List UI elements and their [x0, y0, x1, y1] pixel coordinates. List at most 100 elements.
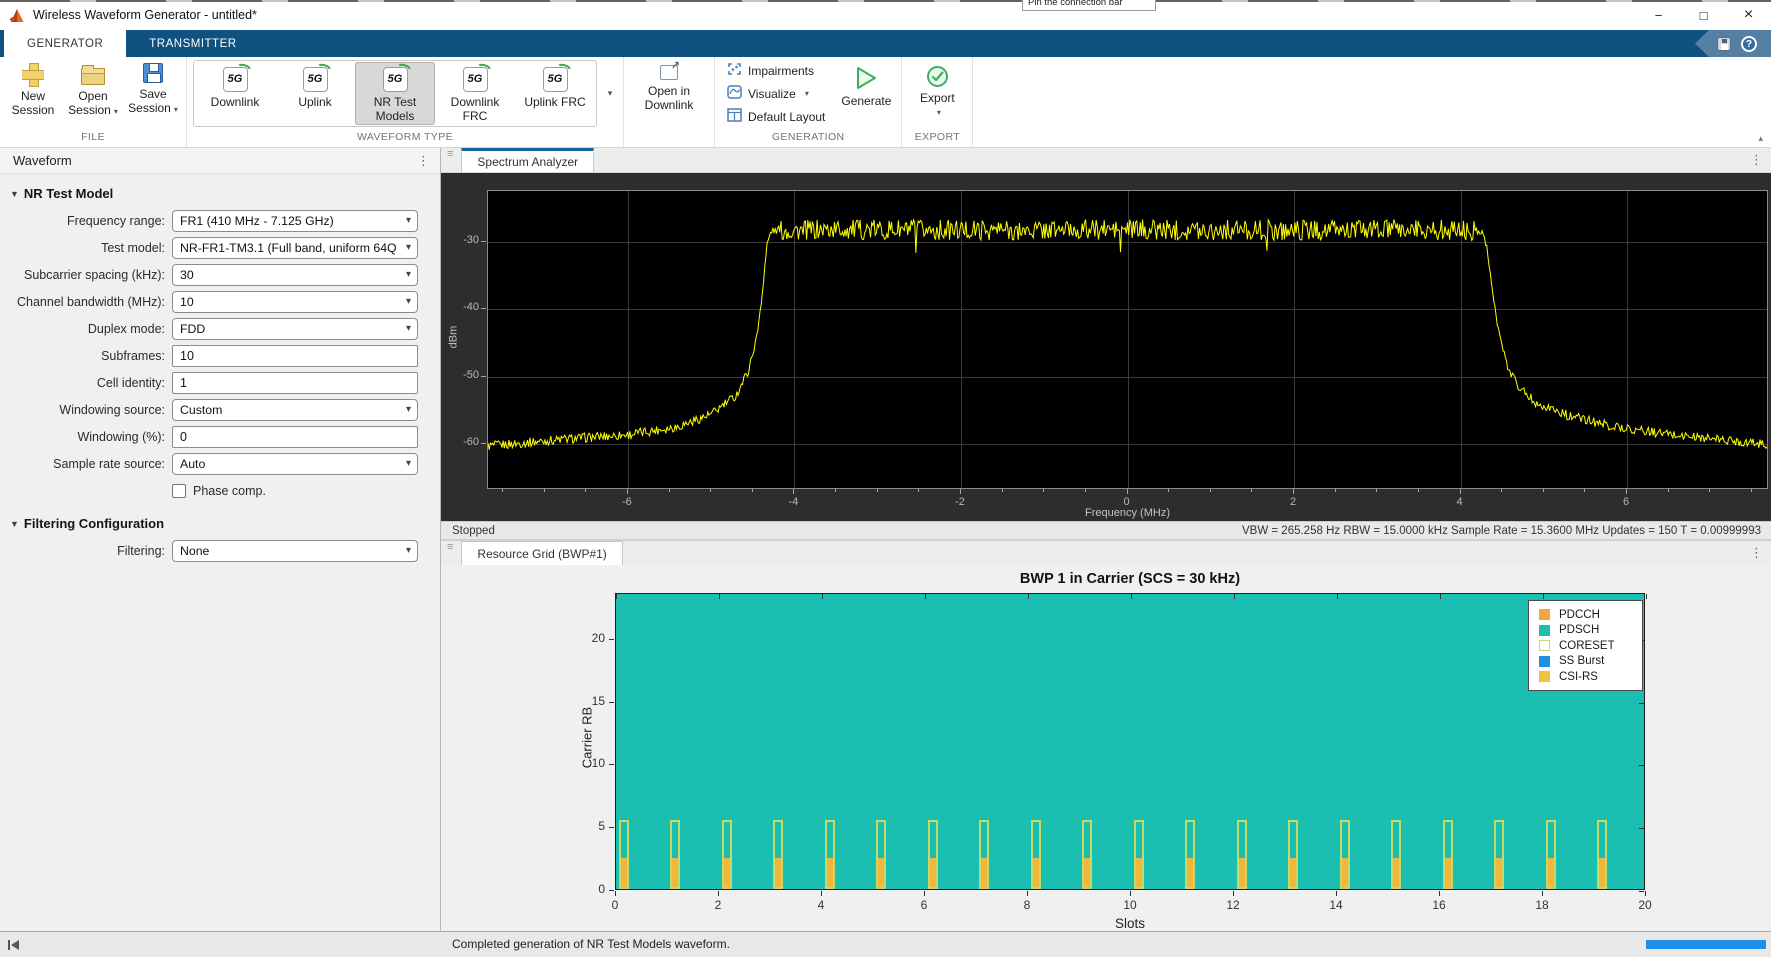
resource-grid-plot [615, 593, 1645, 890]
fiveg-icon: 5G [543, 67, 568, 92]
button-label: OpenSession▾ [68, 89, 118, 119]
section-header-filtering-configuration[interactable]: ▼Filtering Configuration [0, 504, 440, 537]
form-row: Phase comp. [0, 477, 440, 504]
default-layout-button[interactable]: Default Layout [720, 106, 832, 127]
frequency-range-dropdown[interactable]: FR1 (410 MHz - 7.125 GHz)▾ [172, 210, 418, 232]
nr-test-models-button[interactable]: 5GNR TestModels [355, 62, 435, 125]
x-tick-label: 10 [1115, 898, 1145, 912]
export-button[interactable]: Export ▾ [905, 57, 969, 130]
panel-title: Waveform [13, 153, 72, 168]
plus-icon [22, 63, 44, 85]
dropdown-value: Custom [180, 403, 222, 417]
generate-button[interactable]: Generate [834, 57, 898, 130]
spectrum-menu-icon[interactable]: ⋮ [1750, 152, 1763, 168]
waveform-overflow-button[interactable]: ▾ [600, 57, 620, 130]
x-tick-mark-top [822, 594, 823, 599]
resource-grid-menu-icon[interactable]: ⋮ [1750, 545, 1763, 561]
y-tick-label: 5 [575, 819, 605, 833]
main-area: Waveform ⋮ ▼NR Test ModelFrequency range… [0, 148, 1771, 931]
collapse-caret-icon: ▼ [10, 189, 19, 199]
channel-bandwidth-mhz-dropdown[interactable]: 10▾ [172, 291, 418, 313]
subframes-input[interactable] [172, 345, 418, 367]
close-button[interactable]: × [1726, 0, 1771, 30]
section-title: NR Test Model [24, 186, 113, 201]
open-session-button[interactable]: OpenSession▾ [63, 57, 123, 130]
spectrum-tab-bar: ≡ Spectrum Analyzer ⋮ [441, 148, 1771, 173]
section-header-nr-test-model[interactable]: ▼ NR Test Model [0, 174, 440, 207]
windowing-source-dropdown[interactable]: Custom▾ [172, 399, 418, 421]
subcarrier-spacing-khz-dropdown[interactable]: 30▾ [172, 264, 418, 286]
open-in-downlink-button[interactable]: ↗ Open inDownlink [627, 57, 711, 130]
tab-spectrum-analyzer[interactable]: Spectrum Analyzer [461, 148, 594, 172]
x-minor-tick-mark [1210, 489, 1211, 492]
y-tick-mark-right [1639, 891, 1644, 892]
x-tick-mark-top [616, 594, 617, 599]
waveform-type-box: 5GDownlink5GUplink5GNR TestModels5GDownl… [193, 60, 597, 127]
resource-allocation-bar [1597, 820, 1607, 889]
section-label-export: EXPORT [905, 130, 969, 147]
arrow-up-right-icon: ↗ [671, 59, 680, 72]
field-label: Subframes: [4, 349, 172, 363]
quick-save-icon[interactable] [1717, 37, 1731, 51]
fiveg-icon: 5G [223, 67, 248, 92]
test-model-dropdown[interactable]: NR-FR1-TM3.1 (Full band, uniform 64Q...▾ [172, 237, 418, 259]
sample-rate-source-dropdown[interactable]: Auto▾ [172, 453, 418, 475]
form-row: Windowing source:Custom▾ [0, 396, 440, 423]
x-minor-tick-mark [669, 489, 670, 492]
x-minor-tick-mark [835, 489, 836, 492]
duplex-mode-dropdown[interactable]: FDD▾ [172, 318, 418, 340]
minimize-button[interactable]: − [1636, 0, 1681, 30]
x-tick-mark [1645, 891, 1646, 896]
legend-item: CSI-RS [1539, 669, 1634, 685]
x-tick-label: 0 [1107, 496, 1147, 508]
phase-comp-checkbox[interactable] [172, 484, 186, 498]
tab-transmitter[interactable]: TRANSMITTER [126, 30, 259, 57]
x-minor-tick-mark [1543, 489, 1544, 492]
help-icon[interactable]: ? [1741, 36, 1757, 52]
downlink-button[interactable]: 5GDownlink [195, 62, 275, 125]
spectrum-pane: ≡ Spectrum Analyzer ⋮ dBm Frequency (MHz… [441, 148, 1771, 539]
filtering-dropdown[interactable]: None▾ [172, 540, 418, 562]
legend-swatch [1539, 656, 1550, 667]
pdcch-csirs-fill [1342, 858, 1348, 887]
resource-allocation-bar [825, 820, 835, 889]
x-tick-label: 2 [1273, 496, 1313, 508]
ribbon-collapse-icon[interactable]: ▴ [1758, 133, 1763, 144]
check-circle-icon [926, 65, 949, 88]
field-label: Sample rate source: [4, 457, 172, 471]
form-row: Duplex mode:FDD▾ [0, 315, 440, 342]
save-session-button[interactable]: SaveSession▾ [123, 57, 183, 130]
dropdown-caret-icon: ▾ [406, 215, 411, 226]
pdcch-csirs-fill [1136, 858, 1142, 887]
drag-grip-icon[interactable]: ≡ [447, 541, 453, 565]
windowing-input[interactable] [172, 426, 418, 448]
button-label: Default Layout [748, 110, 825, 124]
x-minor-tick-mark [1085, 489, 1086, 492]
impairments-icon [727, 62, 742, 79]
dropdown-value: None [180, 544, 209, 558]
cell-identity-input[interactable] [172, 372, 418, 394]
x-minor-tick-mark [1709, 489, 1710, 492]
uplink-button[interactable]: 5GUplink [275, 62, 355, 125]
tab-label: Spectrum Analyzer [477, 155, 578, 169]
x-minor-tick-mark [1501, 489, 1502, 492]
panel-menu-icon[interactable]: ⋮ [417, 153, 430, 169]
downlink-frc-button[interactable]: 5GDownlinkFRC [435, 62, 515, 125]
y-tick-label: 20 [575, 631, 605, 645]
maximize-button[interactable]: □ [1681, 0, 1726, 30]
x-tick-mark [1542, 891, 1543, 896]
legend-swatch [1539, 625, 1550, 636]
tab-resource-grid[interactable]: Resource Grid (BWP#1) [461, 541, 622, 565]
resource-allocation-bar [1185, 820, 1195, 889]
rdp-tooltip: Pin the connection bar [1022, 0, 1156, 11]
skip-to-start-icon[interactable] [8, 940, 20, 950]
tab-generator[interactable]: GENERATOR [4, 30, 126, 57]
visualize-button[interactable]: Visualize▾ [720, 83, 832, 104]
x-minor-tick-mark [1043, 489, 1044, 492]
new-session-button[interactable]: NewSession [3, 57, 63, 130]
uplink-frc-button[interactable]: 5GUplink FRC [515, 62, 595, 125]
section-generation: ImpairmentsVisualize▾ Default Layout Gene… [715, 57, 902, 147]
impairments-button[interactable]: Impairments [720, 60, 832, 81]
drag-grip-icon[interactable]: ≡ [447, 148, 453, 172]
dropdown-caret-icon: ▾ [114, 107, 118, 116]
